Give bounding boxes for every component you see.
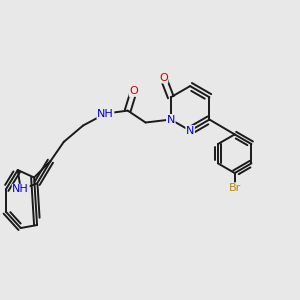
- Text: O: O: [159, 73, 168, 83]
- Text: N: N: [186, 126, 194, 136]
- Text: Br: Br: [229, 183, 241, 193]
- Text: NH: NH: [12, 184, 29, 194]
- Text: O: O: [129, 86, 138, 96]
- Text: N: N: [167, 115, 175, 124]
- Text: NH: NH: [97, 109, 114, 118]
